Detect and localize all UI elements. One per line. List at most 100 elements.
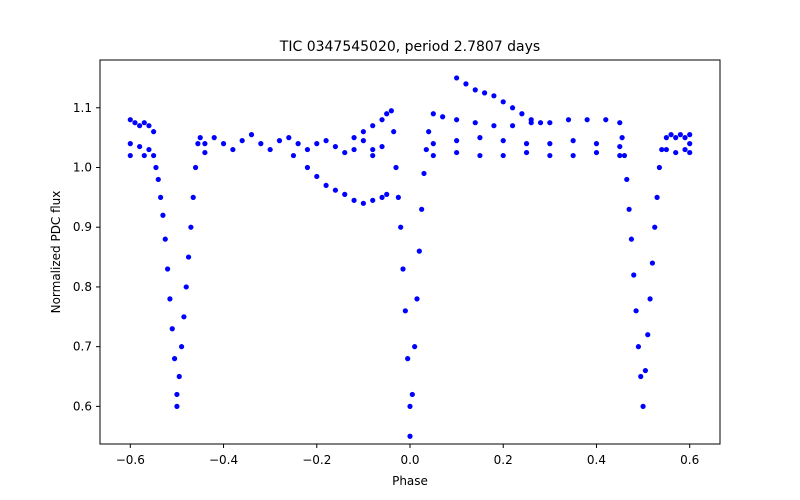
- x-tick-label: −0.6: [116, 453, 145, 467]
- data-point: [663, 146, 669, 153]
- data-point: [141, 152, 147, 159]
- data-point: [570, 138, 576, 144]
- data-point: [423, 146, 429, 153]
- data-point: [414, 296, 420, 302]
- data-point: [682, 135, 688, 141]
- data-point: [640, 403, 646, 409]
- y-tick-label: 0.8: [73, 280, 92, 294]
- data-point: [472, 87, 478, 93]
- data-point: [379, 143, 385, 150]
- data-point: [537, 120, 544, 126]
- data-point: [379, 117, 385, 123]
- data-point: [188, 224, 194, 230]
- data-point: [314, 141, 320, 147]
- data-point: [547, 141, 553, 147]
- data-point: [351, 197, 357, 203]
- data-point: [239, 138, 245, 144]
- data-point: [663, 135, 669, 141]
- data-point: [162, 236, 168, 242]
- data-point: [491, 93, 497, 99]
- data-point: [132, 120, 138, 126]
- x-tick-label: 0.2: [494, 453, 513, 467]
- data-point: [528, 117, 534, 123]
- data-point: [593, 141, 600, 147]
- data-point: [171, 356, 178, 362]
- data-point: [351, 135, 357, 141]
- data-point: [617, 143, 623, 150]
- data-point: [673, 135, 679, 141]
- data-point: [360, 129, 366, 135]
- data-point: [500, 99, 506, 105]
- data-point: [631, 272, 637, 278]
- x-tick-label: −0.4: [209, 453, 238, 467]
- data-point: [391, 129, 397, 135]
- data-point: [523, 149, 530, 156]
- data-point: [454, 75, 460, 81]
- data-point: [164, 266, 171, 272]
- data-point: [454, 117, 460, 123]
- data-point: [197, 135, 203, 141]
- data-point: [323, 138, 329, 144]
- data-point: [491, 123, 497, 129]
- data-points: [127, 75, 693, 439]
- plot-area-frame: [99, 59, 721, 445]
- data-point: [146, 146, 152, 153]
- data-point: [673, 149, 679, 156]
- data-point: [155, 176, 161, 183]
- data-point: [565, 117, 572, 123]
- x-axis-ticks: −0.6 −0.4 −0.2 0.0 0.2 0.4 0.6: [116, 444, 699, 467]
- data-point: [621, 152, 628, 159]
- data-point: [409, 391, 415, 398]
- data-point: [202, 149, 208, 156]
- data-point: [304, 146, 311, 153]
- data-point: [687, 149, 693, 156]
- data-point: [153, 164, 159, 171]
- data-point: [645, 332, 651, 338]
- data-point: [190, 194, 196, 200]
- data-point: [286, 135, 292, 141]
- data-point: [416, 248, 422, 254]
- x-tick-label: −0.2: [302, 453, 331, 467]
- data-point: [626, 206, 632, 212]
- data-point: [656, 164, 663, 171]
- data-point: [603, 117, 609, 123]
- data-point: [419, 206, 425, 212]
- data-point: [682, 146, 688, 153]
- data-point: [509, 123, 516, 129]
- data-point: [405, 356, 411, 362]
- data-point: [360, 200, 366, 206]
- data-point: [500, 152, 506, 159]
- y-axis-label: Normalized PDC flux: [49, 191, 63, 314]
- data-point: [624, 176, 630, 183]
- data-point: [267, 146, 273, 153]
- data-point: [677, 132, 683, 138]
- data-point: [500, 138, 506, 144]
- data-point: [248, 132, 255, 138]
- data-point: [141, 120, 147, 126]
- data-point: [169, 326, 175, 332]
- data-point: [174, 391, 180, 398]
- y-tick-label: 0.7: [73, 340, 92, 354]
- data-point: [342, 191, 348, 197]
- y-axis-ticks: 0.6 0.7 0.8 0.9 1.0 1.1: [73, 101, 100, 413]
- data-point: [258, 141, 264, 147]
- data-point: [430, 152, 436, 159]
- data-point: [547, 120, 553, 126]
- y-tick-label: 0.9: [73, 220, 92, 234]
- data-point: [370, 146, 376, 153]
- data-point: [523, 141, 530, 147]
- data-point: [158, 194, 164, 200]
- data-point: [654, 194, 660, 200]
- data-point: [146, 123, 152, 129]
- data-point: [635, 344, 642, 350]
- data-point: [407, 403, 413, 409]
- data-point: [137, 123, 143, 129]
- data-point: [151, 152, 157, 159]
- data-point: [570, 152, 576, 159]
- data-point: [617, 120, 623, 126]
- data-point: [192, 164, 199, 171]
- y-tick-label: 0.6: [73, 399, 92, 413]
- data-point: [195, 141, 201, 147]
